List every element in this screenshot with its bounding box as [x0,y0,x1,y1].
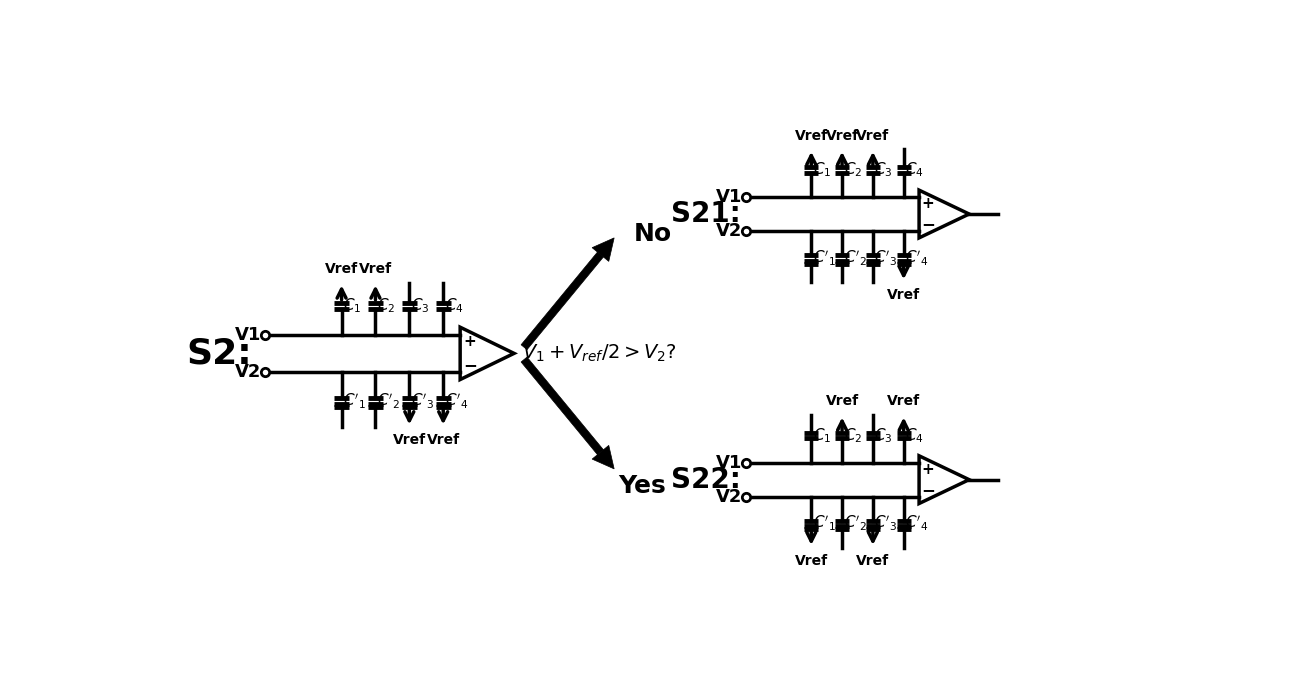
Text: $C_2$: $C_2$ [844,161,862,180]
Text: $C_3$: $C_3$ [875,161,893,180]
Text: $C'_3$: $C'_3$ [875,514,898,533]
Text: $C'_4$: $C'_4$ [445,391,468,411]
Text: +: + [922,196,934,211]
Text: Vref: Vref [325,262,359,276]
Text: S2:: S2: [186,336,252,370]
Text: Vref: Vref [857,554,889,568]
Text: Yes: Yes [618,474,666,498]
Text: $C'_2$: $C'_2$ [844,514,867,533]
Polygon shape [521,357,604,454]
Text: $C_3$: $C_3$ [412,296,430,315]
Text: S22:: S22: [671,466,740,493]
Text: Vref: Vref [857,129,889,143]
Text: $C'_3$: $C'_3$ [412,391,435,411]
Text: $C_4$: $C_4$ [445,296,463,315]
Text: $C_4$: $C_4$ [906,426,924,445]
Text: Vref: Vref [795,554,828,568]
Text: $C_1$: $C_1$ [813,426,831,445]
Text: −: − [463,356,477,374]
Text: No: No [633,222,672,246]
Text: Vref: Vref [888,288,920,302]
Text: Vref: Vref [888,394,920,408]
Text: Vref: Vref [392,433,426,447]
Polygon shape [592,445,614,469]
Text: $C_2$: $C_2$ [377,296,395,315]
Text: $C'_3$: $C'_3$ [875,248,898,268]
Text: $C'_2$: $C'_2$ [377,391,400,411]
Text: $C_3$: $C_3$ [875,426,893,445]
Text: $C_1$: $C_1$ [343,296,361,315]
Text: $C'_4$: $C'_4$ [906,514,929,533]
Text: $C_1$: $C_1$ [813,161,831,180]
Text: S21:: S21: [671,200,740,228]
Text: V1: V1 [716,188,743,206]
Polygon shape [521,252,604,350]
Text: $C_4$: $C_4$ [906,161,924,180]
Text: V1: V1 [716,454,743,472]
Text: V2: V2 [716,222,743,240]
Text: V2: V2 [716,488,743,505]
Text: $C'_1$: $C'_1$ [343,391,366,411]
Polygon shape [592,238,614,261]
Text: $C'_1$: $C'_1$ [813,514,836,533]
Text: V1: V1 [235,326,262,344]
Text: Vref: Vref [427,433,459,447]
Text: $C_2$: $C_2$ [844,426,862,445]
Text: −: − [921,215,935,233]
Text: $C'_4$: $C'_4$ [906,248,929,268]
Text: −: − [921,481,935,499]
Text: $C'_1$: $C'_1$ [813,248,836,268]
Text: Vref: Vref [826,129,859,143]
Text: Vref: Vref [826,394,859,408]
Text: $C'_2$: $C'_2$ [844,248,867,268]
Text: $V_1+V_{ref}/2>V_2?$: $V_1+V_{ref}/2>V_2?$ [521,343,677,364]
Text: Vref: Vref [359,262,392,276]
Text: Vref: Vref [795,129,828,143]
Text: +: + [922,461,934,477]
Text: +: + [463,334,476,350]
Text: V2: V2 [235,363,262,381]
